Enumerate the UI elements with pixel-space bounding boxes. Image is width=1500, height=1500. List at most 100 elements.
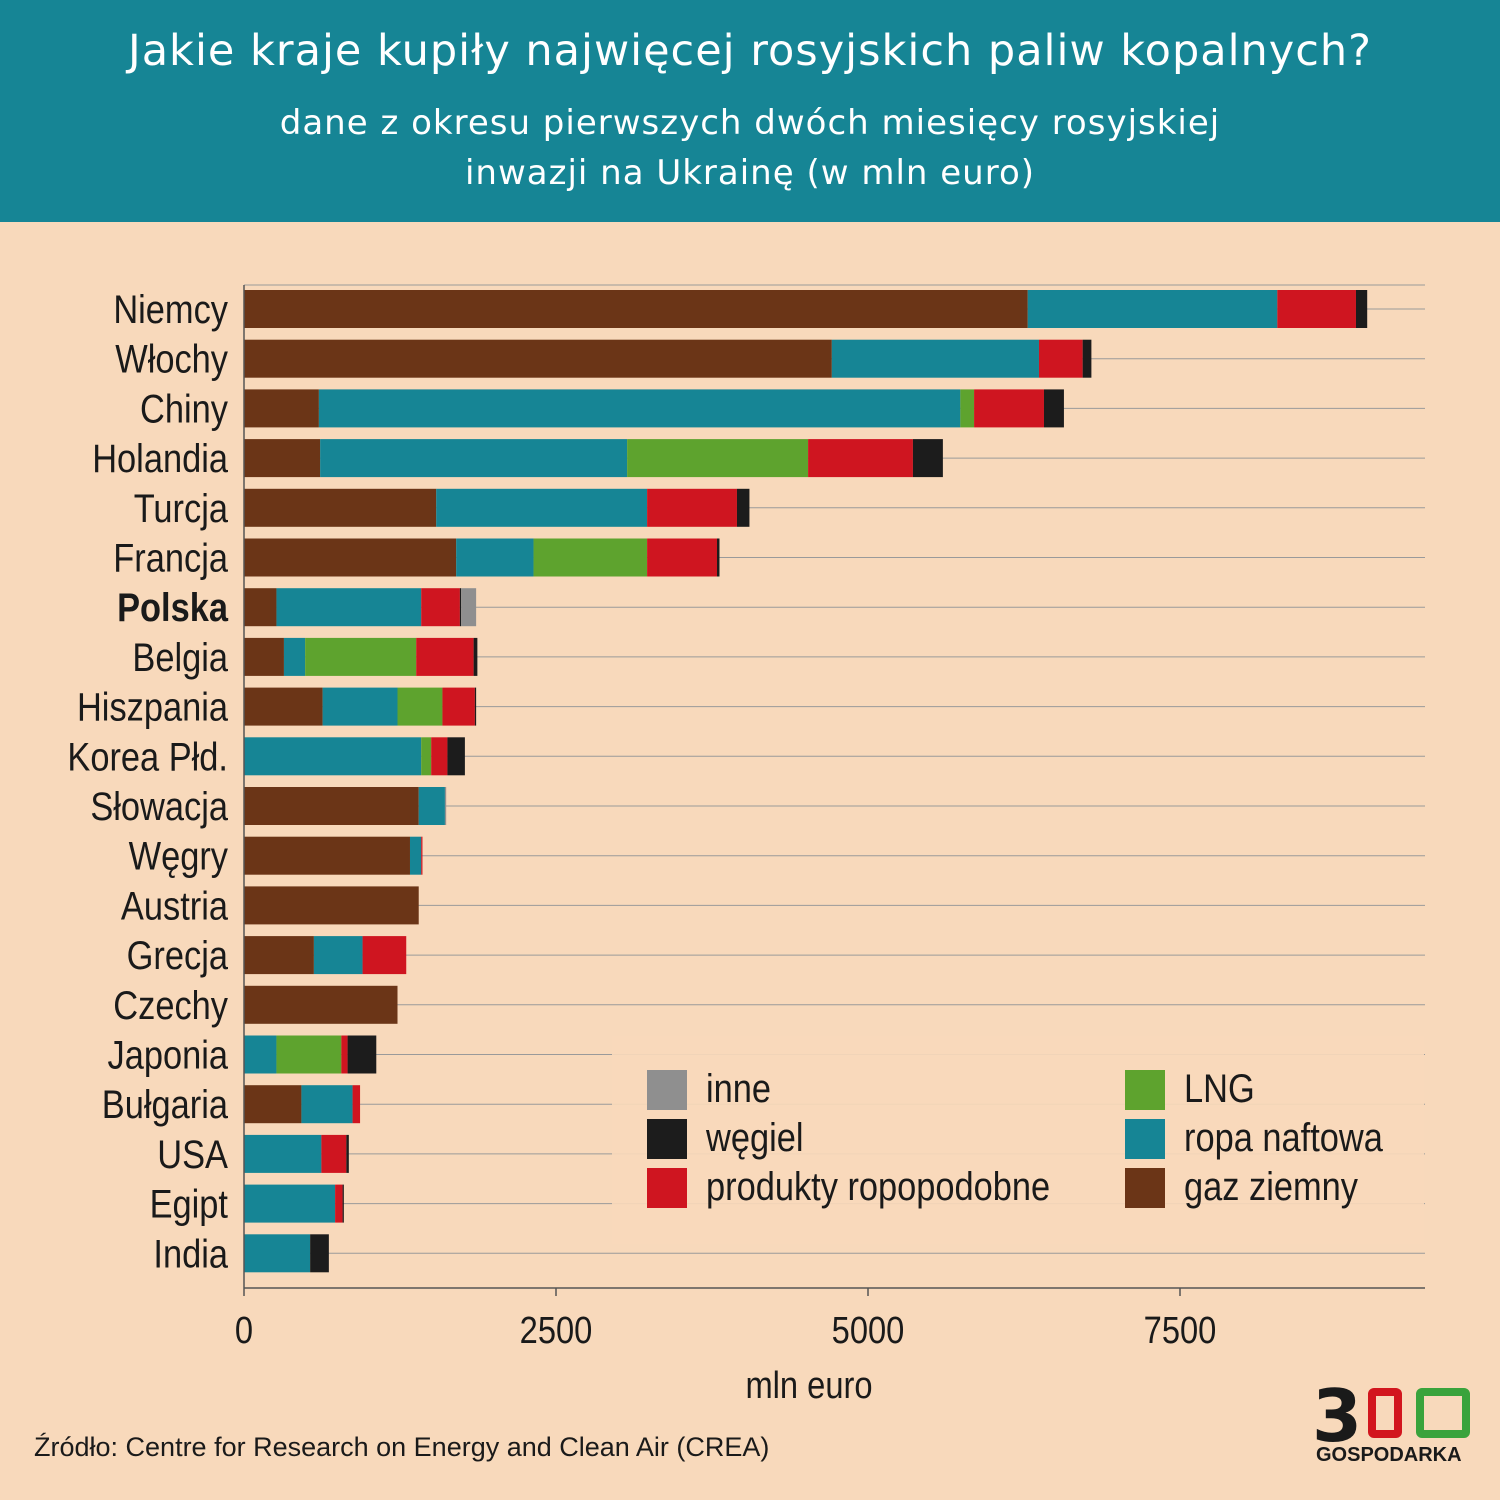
bars (244, 290, 1368, 1273)
bar-segment (244, 588, 277, 627)
bar-segment (310, 1234, 329, 1273)
bar-segment (1038, 339, 1083, 378)
category-label: Chiny (140, 386, 228, 431)
category-label: India (153, 1231, 228, 1276)
header-banner: Jakie kraje kupiły najwięcej rosyjskich … (0, 0, 1500, 222)
x-tick-label: 5000 (832, 1309, 905, 1352)
legend-swatch (647, 1119, 687, 1159)
logo-name: GOSPODARKA (1316, 1444, 1462, 1466)
chart-subtitle: dane z okresu pierwszych dwóch miesięcy … (200, 98, 1300, 198)
subtitle-line-1: dane z okresu pierwszych dwóch miesięcy … (279, 103, 1221, 143)
bar-segment (313, 936, 363, 975)
legend-swatch (647, 1070, 687, 1110)
bar-segment (960, 389, 975, 428)
legend-label: LNG (1184, 1066, 1255, 1111)
logo-zero-red (1368, 1388, 1402, 1438)
bar-segment (342, 1184, 344, 1223)
bar-segment (808, 439, 913, 478)
bar-segment (912, 439, 943, 478)
bar-segment (409, 836, 422, 875)
legend-box (612, 1036, 1424, 1244)
bar-segment (627, 439, 809, 478)
bar-segment (244, 439, 321, 478)
category-label: Japonia (108, 1032, 229, 1077)
bar-segment (244, 737, 422, 776)
bar-segment (244, 290, 1028, 328)
bar-segment (1355, 290, 1368, 328)
bar-segment (447, 737, 465, 776)
bar-segment (244, 1184, 336, 1223)
bar-segment (244, 687, 323, 726)
bar-segment (321, 1134, 347, 1173)
bar-segment (831, 339, 1039, 378)
legend-swatch (1125, 1119, 1165, 1159)
bar-segment (362, 936, 407, 975)
bar-segment (346, 1134, 349, 1173)
bar-segment (244, 985, 398, 1024)
bar-segment (647, 538, 717, 577)
legend-swatch (1125, 1168, 1165, 1208)
chart-title: Jakie kraje kupiły najwięcej rosyjskich … (128, 26, 1372, 76)
bar-segment (473, 637, 478, 676)
logo-number: 3 (1312, 1374, 1363, 1458)
bar-segment (341, 1035, 348, 1074)
bar-segment (1043, 389, 1064, 428)
bar-segment (1277, 290, 1356, 328)
bar-segment (335, 1184, 343, 1223)
bar-segment (244, 836, 410, 875)
category-label: Korea Płd. (67, 734, 228, 779)
bar-segment (318, 389, 961, 428)
bar-segment (533, 538, 648, 577)
bar-segment (974, 389, 1044, 428)
bar-segment (474, 687, 477, 726)
bar-segment (352, 1085, 361, 1124)
bar-segment (322, 687, 398, 726)
bar-segment (421, 737, 432, 776)
legend-swatch (647, 1168, 687, 1208)
bar-segment (276, 1035, 342, 1074)
bar-segment (244, 389, 319, 428)
category-label: Czechy (113, 982, 228, 1027)
x-tick-label: 0 (235, 1309, 253, 1352)
subtitle-line-2: inwazji na Ukrainę (w mln euro) (464, 153, 1036, 193)
category-label: Węgry (129, 833, 229, 878)
x-tick-label: 2500 (520, 1309, 593, 1352)
bar-segment (397, 687, 443, 726)
bar-segment (442, 687, 475, 726)
x-axis-title: mln euro (745, 1364, 872, 1407)
category-label: Egipt (150, 1181, 229, 1226)
bar-segment (436, 488, 648, 527)
category-label: Niemcy (113, 287, 228, 332)
legend-label: inne (706, 1066, 771, 1111)
category-label: Grecja (127, 933, 229, 978)
bar-segment (431, 737, 448, 776)
category-label: Słowacja (90, 784, 228, 829)
x-tick-label: 7500 (1144, 1309, 1217, 1352)
bar-segment (244, 936, 314, 975)
legend-label: węgiel (705, 1115, 803, 1160)
bar-segment (736, 488, 750, 527)
x-axis: 0 2500 5000 7500 mln euro (235, 1287, 1425, 1407)
bar-segment (1027, 290, 1278, 328)
category-label: Włochy (115, 336, 228, 381)
category-label: Francja (113, 535, 228, 580)
bar-segment (716, 538, 720, 577)
bar-segment (244, 1085, 302, 1124)
legend-label: ropa naftowa (1184, 1115, 1383, 1160)
legend-swatch (1125, 1070, 1165, 1110)
bar-segment (459, 588, 462, 627)
bar-segment (418, 787, 445, 825)
logo-zero-green (1416, 1388, 1470, 1438)
category-label: Bułgaria (102, 1082, 228, 1127)
bar-segment (244, 488, 437, 527)
bar-segment (244, 1035, 277, 1074)
bar-segment (283, 637, 306, 676)
category-label: Holandia (92, 436, 228, 481)
logo-300-gospodarka: 3 GOSPODARKA (1312, 1380, 1477, 1475)
bar-segment (244, 1234, 311, 1273)
category-label: Hiszpania (77, 684, 228, 729)
bar-segment (244, 339, 832, 378)
bar-segment (421, 836, 423, 875)
category-label: USA (157, 1131, 228, 1176)
